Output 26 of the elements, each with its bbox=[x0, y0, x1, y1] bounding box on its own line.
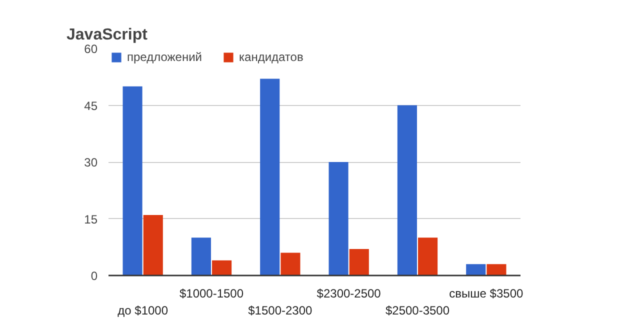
bar bbox=[122, 86, 142, 276]
y-tick-label: 15 bbox=[84, 212, 98, 226]
y-tick-label: 60 bbox=[84, 42, 98, 56]
bar bbox=[349, 249, 369, 276]
bar bbox=[260, 78, 280, 276]
bar bbox=[397, 105, 417, 276]
bar bbox=[143, 214, 163, 276]
bar bbox=[328, 162, 348, 276]
x-tick-label: $2500-3500 bbox=[385, 303, 450, 318]
x-tick-label: $1000-1500 bbox=[179, 286, 244, 300]
bar bbox=[212, 260, 232, 276]
x-tick-label: свыше $3500 bbox=[449, 286, 524, 300]
y-tick-label: 30 bbox=[84, 156, 98, 170]
bar bbox=[466, 264, 486, 276]
y-tick-label: 0 bbox=[90, 269, 98, 283]
bar bbox=[486, 264, 506, 276]
bar bbox=[418, 238, 438, 276]
x-tick-label: $2300-2500 bbox=[316, 286, 382, 300]
bar bbox=[191, 238, 211, 276]
legend-label: кандидатов bbox=[239, 50, 304, 64]
legend-label: предложений bbox=[127, 50, 202, 64]
y-tick-label: 45 bbox=[84, 98, 98, 113]
x-tick-label: до $1000 bbox=[118, 303, 168, 318]
bar bbox=[280, 252, 300, 276]
chart-title: JavaScript bbox=[66, 26, 148, 44]
x-tick-label: $1500-2300 bbox=[248, 303, 313, 318]
